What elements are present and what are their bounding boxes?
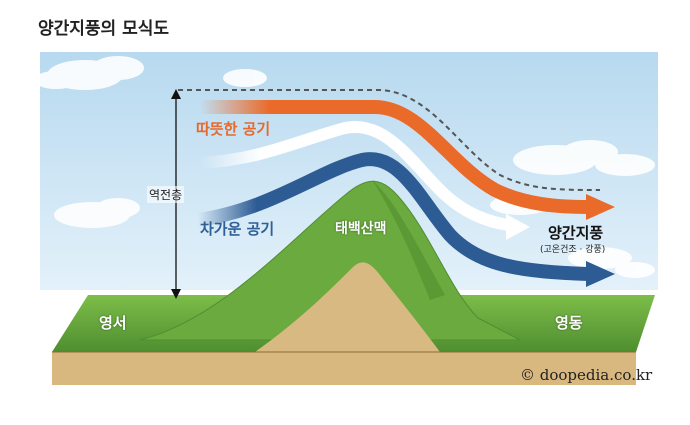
mountain-shade <box>372 180 445 300</box>
cold-air-arrow <box>197 152 615 287</box>
mountain-label: 태백산맥 <box>335 221 387 237</box>
mountain-taebaek <box>139 180 521 341</box>
credit-text: © doopedia.co.kr <box>520 366 653 384</box>
foehn-wind-subtitle: (고온건조 · 강풍) <box>540 245 606 255</box>
inversion-layer-label: 역전층 <box>147 186 185 203</box>
foehn-wind-label: 양간지풍 <box>548 224 604 242</box>
west-region-label: 영서 <box>99 314 127 332</box>
cold-air-label: 차가운 공기 <box>200 220 275 238</box>
inversion-boundary <box>178 89 601 191</box>
clouds <box>34 56 655 278</box>
white-air-arrow <box>199 120 530 240</box>
east-region-label: 영동 <box>555 314 583 332</box>
soil-front <box>52 352 636 385</box>
page-title: 양간지풍의 모식도 <box>38 19 170 39</box>
warm-air-arrow <box>200 100 615 220</box>
warm-air-label: 따뜻한 공기 <box>196 120 271 138</box>
mountain-soil <box>255 262 440 352</box>
